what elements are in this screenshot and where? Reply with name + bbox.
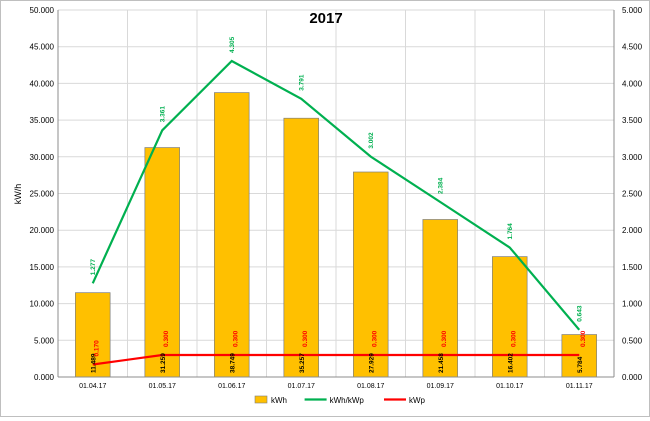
bar <box>492 256 528 378</box>
x-tick-label: 01.05.17 <box>149 383 176 390</box>
legend-label: kWp <box>409 396 426 405</box>
y-tick-label: 40.000 <box>30 79 55 88</box>
line-data-label: 3.361 <box>160 106 167 123</box>
bar <box>214 92 250 378</box>
x-tick-label: 01.04.17 <box>79 383 106 390</box>
y-tick-label: 25.000 <box>30 190 55 199</box>
y-tick-label: 15.000 <box>30 263 55 272</box>
bar-data-label: 16.402 <box>507 353 514 373</box>
y2-tick-label: 2.500 <box>622 190 643 199</box>
line-data-label: 0.643 <box>577 305 584 322</box>
y2-tick-label: 0.500 <box>622 336 643 345</box>
bar-data-label: 21.458 <box>438 353 445 373</box>
y-tick-label: 5.000 <box>34 336 55 345</box>
y2-tick-label: 3.000 <box>622 153 643 162</box>
line-data-label: 1.277 <box>90 259 97 276</box>
y2-tick-label: 1.500 <box>622 263 643 272</box>
bar <box>144 147 180 378</box>
y-tick-label: 50.000 <box>30 6 55 15</box>
line-data-label: 0.300 <box>302 330 309 347</box>
line-layer <box>91 59 581 366</box>
bar-data-label: 31.259 <box>160 353 167 373</box>
line-data-label: 0.170 <box>94 340 101 357</box>
bar <box>353 171 389 378</box>
bar-data-label: 5.784 <box>577 356 584 373</box>
line-data-label: 3.791 <box>299 74 306 91</box>
x-tick-label: 01.07.17 <box>288 383 315 390</box>
line-data-label: 0.300 <box>441 330 448 347</box>
line-data-label: 0.300 <box>372 330 379 347</box>
bar-data-label: 35.257 <box>299 353 306 373</box>
x-tick-label: 01.11.17 <box>566 383 593 390</box>
bar <box>283 117 319 378</box>
line-data-label: 3.002 <box>368 132 375 149</box>
y-tick-label: 20.000 <box>30 226 55 235</box>
y2-tick-label: 0.000 <box>622 373 643 382</box>
bar-layer <box>75 92 597 378</box>
bar <box>422 219 458 378</box>
legend-label: kWh/kWp <box>330 396 365 405</box>
y-tick-label: 0.000 <box>34 373 55 382</box>
bar-data-label: 38.749 <box>229 353 236 373</box>
label-layer: 11.489 31.259 38.749 35.257 27.929 21.458 16.4… <box>90 36 587 373</box>
x-tick-label: 01.08.17 <box>357 383 384 390</box>
line-data-label: 0.300 <box>233 330 240 347</box>
series-line-kwh-kwp <box>91 59 581 331</box>
y-tick-label: 45.000 <box>30 43 55 52</box>
line-data-label: 4.305 <box>229 36 236 53</box>
y2-tick-label: 5.000 <box>622 6 643 15</box>
y-tick-label: 30.000 <box>30 153 55 162</box>
x-tick-label: 01.06.17 <box>218 383 245 390</box>
y2-tick-label: 2.000 <box>622 226 643 235</box>
y-tick-label: 10.000 <box>30 300 55 309</box>
x-tick-label: 01.09.17 <box>427 383 454 390</box>
x-tick-label: 01.10.17 <box>496 383 523 390</box>
legend: kWh kWh/kWp kWp <box>254 395 426 405</box>
line-data-label: 1.764 <box>507 223 514 240</box>
y2-tick-label: 3.500 <box>622 116 643 125</box>
series-line-kwp <box>92 353 580 366</box>
y-axis-label: kW/h <box>13 184 23 205</box>
y-tick-label: 35.000 <box>30 116 55 125</box>
chart-title: 2017 <box>309 10 342 27</box>
line-data-label: 0.300 <box>511 330 518 347</box>
line-data-label: 0.300 <box>580 330 587 347</box>
legend-swatch <box>254 395 268 404</box>
bar-data-label: 27.929 <box>368 353 375 373</box>
grid-layer <box>58 9 614 377</box>
line-data-label: 2.384 <box>438 177 445 194</box>
y2-tick-label: 4.000 <box>622 79 643 88</box>
bar-data-label: 11.489 <box>90 353 97 373</box>
axis-layer: 0.000 5.000 10.000 15.000 20.000 25.000 30.000… <box>30 6 643 390</box>
y2-tick-label: 1.000 <box>622 300 643 309</box>
legend-label: kWh <box>271 396 287 405</box>
y2-tick-label: 4.500 <box>622 43 643 52</box>
line-data-label: 0.300 <box>163 330 170 347</box>
